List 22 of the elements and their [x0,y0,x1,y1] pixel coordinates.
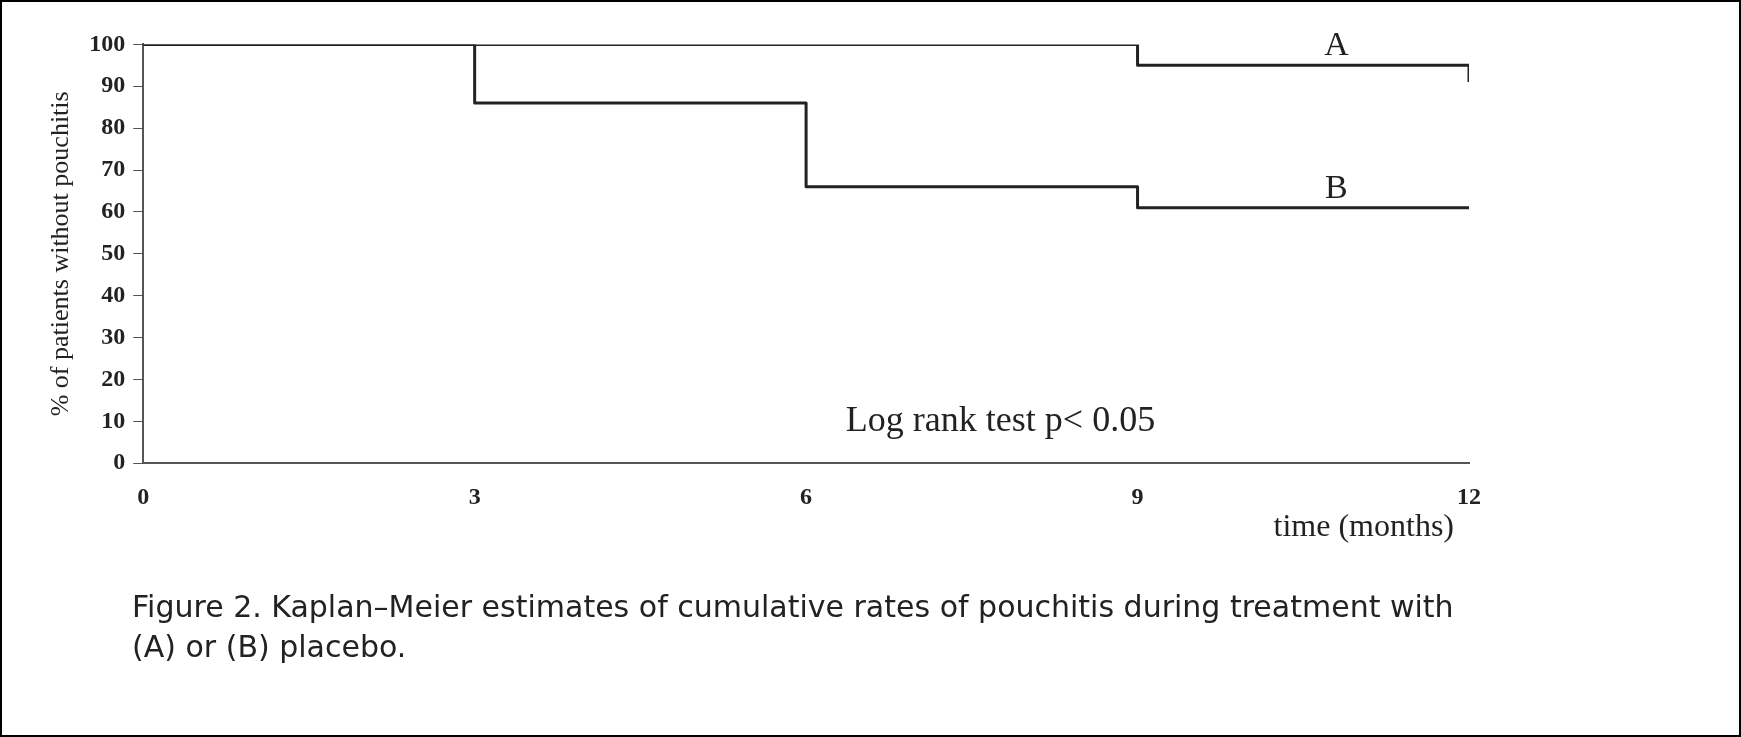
series-label: A [1324,25,1350,63]
caption: Figure 2. Kaplan–Meier estimates of cumulative rates of pouchitis during treatment with (A) or (B) placebo. [132,588,1455,666]
x-tick-label: 9 [1131,482,1144,509]
x-tick-label: 6 [800,482,813,509]
y-tick-label: 90 [101,71,126,98]
y-tick-label: 30 [101,322,126,349]
y-tick-label: 80 [101,113,126,140]
y-axis-title: % of patients without pouchitis [45,91,75,417]
y-tick-label: 50 [101,239,126,265]
y-tick-label: 10 [101,406,126,433]
y-tick-label: 0 [113,448,126,475]
y-tick-label: 60 [101,197,126,224]
y-tick-label: 100 [89,29,126,56]
x-tick-label: 3 [468,482,481,509]
series-label: B [1325,167,1348,205]
y-tick-label: 20 [101,364,126,391]
y-tick-label: 70 [101,155,126,182]
x-tick-label: 0 [137,482,150,509]
y-tick-label: 40 [101,280,126,307]
x-tick-label: 12 [1457,482,1481,509]
x-axis-title: time (months) [1273,506,1454,543]
annotation: Log rank test p< 0.05 [845,398,1156,439]
